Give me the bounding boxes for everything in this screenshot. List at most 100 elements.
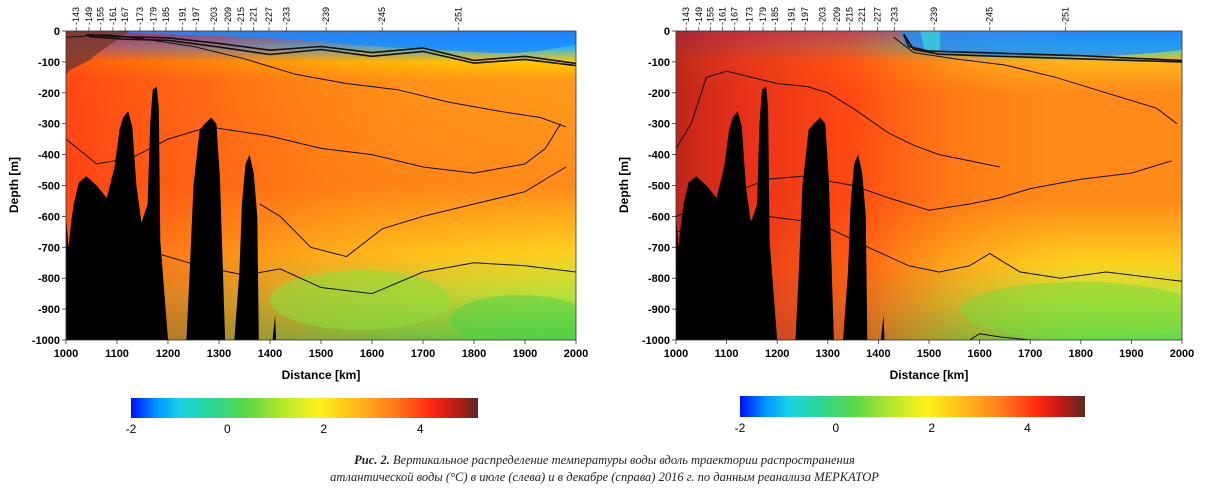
left-station-label-10: -203 [209,7,219,25]
right-station-label-12: -215 [845,7,855,25]
right-xtick-label-5: 1500 [917,348,941,360]
left-colorbar-gradient [131,398,478,418]
left-colorbar-tick-3: 4 [417,422,424,436]
left-bathymetry [66,86,277,340]
right-xtick-label-4: 1400 [866,348,890,360]
right-station-label-1: -149 [694,7,704,25]
left-station-label-6: -179 [149,7,159,25]
right-colorbar-tick-3: 4 [1024,421,1031,435]
right-station-label-14: -227 [872,7,882,25]
left-ytick-label-0: 0 [54,26,60,38]
left-colorbar-tick-1: 0 [224,422,231,436]
caption-line-1: Рис. 2. Вертикальное распределение темпе… [0,452,1209,469]
right-station-label-4: -167 [730,7,740,25]
right-station-label-2: -155 [705,7,715,25]
left-xtick-label-5: 1500 [309,348,333,360]
right-colorbar-tick-1: 0 [832,421,839,435]
left-station-label-4: -167 [120,7,130,25]
left-panel: 1000 1100 1200 1300 1400 1500 1600 1700 1800 1900… [7,7,588,436]
right-isotherm-2 [893,36,1178,125]
left-station-label-14: -227 [264,7,274,25]
left-station-label-11: -209 [223,7,233,25]
left-ytick-label-2: -200 [38,88,60,100]
right-ytick-label-2: -200 [648,88,670,100]
right-station-label-5: -173 [744,7,754,25]
left-ytick-label-4: -400 [38,150,60,162]
right-ytick-label-8: -800 [648,273,670,285]
left-ytick-label-10: -1000 [32,335,60,347]
left-ytick-label-3: -300 [38,119,60,131]
caption-line-2: атлантической воды (°С) в июле (слева) и… [330,470,879,484]
right-ytick-label-7: -700 [648,242,670,254]
right-bathymetry [676,86,885,340]
right-station-label-9: -197 [800,7,810,25]
left-station-label-15: -233 [281,7,291,25]
left-xtick-label-4: 1400 [258,348,282,360]
left-colorbar-ticks: -2 0 2 4 [126,422,424,436]
right-xtick-label-2: 1200 [765,348,789,360]
right-station-label-3: -161 [718,7,728,25]
right-ytick-label-10: -1000 [642,335,670,347]
left-xtick-label-8: 1800 [462,348,486,360]
left-xtick-label-0: 1000 [54,348,78,360]
figure-canvas: 1000 1100 1200 1300 1400 1500 1600 1700 1800 1900… [7,7,1194,436]
left-station-label-13: -221 [249,7,259,25]
left-station-label-17: -245 [377,7,387,25]
right-xtick-label-10: 2000 [1170,348,1194,360]
right-colorbar-tick-0: -2 [735,421,746,435]
left-xlabel: Distance [km] [282,368,361,382]
right-station-label-16: -239 [929,7,939,25]
left-isotherm-0 [86,33,576,65]
right-station-label-13: -221 [857,7,867,25]
right-axes: 1000 1100 1200 1300 1400 1500 1600 1700 1800 1900… [642,7,1194,360]
right-xtick-label-8: 1800 [1069,348,1093,360]
caption-label: Рис. 2. [354,453,390,467]
right-xtick-label-6: 1600 [967,348,991,360]
left-station-label-18: -251 [454,7,464,25]
left-station-label-5: -173 [135,7,145,25]
left-ytick-label-6: -600 [38,211,60,223]
right-xtick-label-7: 1700 [1018,348,1042,360]
left-xtick-label-6: 1600 [360,348,384,360]
right-colorbar-tick-2: 2 [928,421,935,435]
left-xtick-label-10: 2000 [564,348,588,360]
left-axes: 1000 1100 1200 1300 1400 1500 1600 1700 1800 1900… [32,7,588,360]
left-xtick-label-1: 1100 [105,348,129,360]
right-colorbar-ticks: -2 0 2 4 [735,421,1031,435]
right-isotherm-6 [969,333,1031,340]
left-ytick-label-8: -800 [38,273,60,285]
right-heatmap-field [676,31,1182,340]
left-station-label-8: -191 [177,7,187,25]
right-isotherms [676,33,1182,340]
caption-text-1: Вертикальное распределение температуры в… [393,453,855,467]
right-station-label-8: -191 [786,7,796,25]
left-station-label-12: -215 [236,7,246,25]
left-ytick-label-1: -100 [38,57,60,69]
right-ytick-label-0: 0 [664,26,670,38]
figure-caption: Рис. 2. Вертикальное распределение темпе… [0,452,1209,486]
left-isotherm-4 [259,166,567,258]
left-xtick-label-3: 1300 [207,348,231,360]
left-colorbar-tick-0: -2 [126,422,137,436]
right-station-label-18: -251 [1061,7,1071,25]
left-station-label-0: -143 [71,7,81,25]
right-isotherm-3 [676,70,1000,168]
right-ytick-label-1: -100 [648,57,670,69]
right-ytick-label-9: -900 [648,304,670,316]
right-station-label-0: -143 [681,7,691,25]
left-station-label-3: -161 [108,7,118,25]
left-ytick-label-5: -500 [38,181,60,193]
left-xtick-label-9: 1900 [513,348,537,360]
left-xtick-label-7: 1700 [411,348,435,360]
right-ytick-label-6: -600 [648,211,670,223]
right-station-label-6: -179 [758,7,768,25]
left-station-label-1: -149 [84,7,94,25]
left-heatmap-field [66,31,576,340]
right-station-label-15: -233 [890,7,900,25]
right-ytick-label-5: -500 [648,181,670,193]
left-xtick-label-2: 1200 [156,348,180,360]
right-ytick-label-3: -300 [648,119,670,131]
left-ytick-label-7: -700 [38,242,60,254]
right-xtick-label-9: 1900 [1119,348,1143,360]
right-xlabel: Distance [km] [890,368,969,382]
